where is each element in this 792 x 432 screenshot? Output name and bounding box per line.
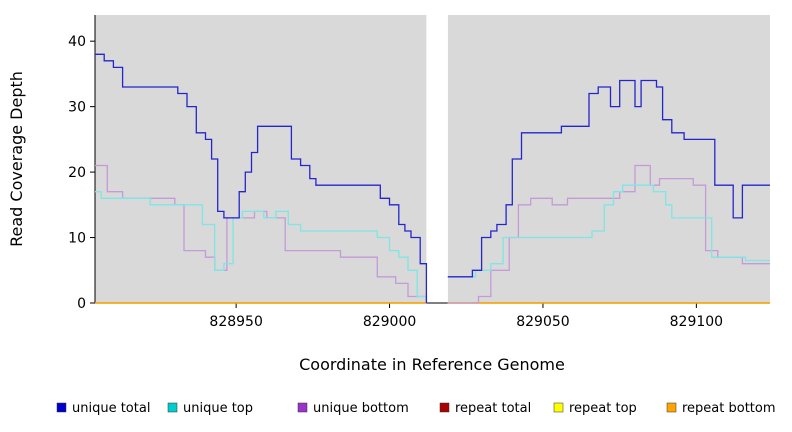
coverage-gap-band [426,15,448,303]
legend-item-repeat-top: repeat top [553,401,637,416]
x-tick-label: 828950 [209,314,262,330]
legend-label-unique-total: unique total [72,401,150,416]
x-tick-label: 829000 [363,314,416,330]
y-tick-label: 10 [68,231,86,247]
x-tick-label: 829050 [516,314,569,330]
y-tick-label: 20 [68,165,86,181]
legend-swatch-repeat-total [439,402,450,413]
legend: unique total unique top unique bottom repea… [56,401,776,416]
y-tick-label: 40 [68,34,86,50]
legend-swatch-unique-top [167,402,178,413]
legend-item-unique-total: unique total [56,401,150,416]
series-line-unique-total [447,79,770,278]
series-line-unique-top [447,184,770,278]
legend-item-repeat-total: repeat total [439,401,531,416]
y-tick-label: 30 [68,100,86,116]
y-tick-label: 0 [77,296,86,312]
legend-label-repeat-total: repeat total [455,401,531,416]
series-line-unique-top [95,191,428,303]
legend-label-unique-bottom: unique bottom [313,401,409,416]
series-line-unique-total [95,53,428,303]
legend-swatch-unique-bottom [297,402,308,413]
legend-label-repeat-bottom: repeat bottom [682,401,776,416]
plot-layer: 0 10 20 30 40 828950 829000 829050 829100 [68,15,770,330]
y-axis-title: Read Coverage Depth [7,71,26,247]
x-tick-label: 829100 [670,314,723,330]
series-line-unique-bottom [95,164,428,303]
legend-swatch-repeat-bottom [666,402,677,413]
legend-label-repeat-top: repeat top [569,401,637,416]
legend-label-unique-top: unique top [183,401,253,416]
series-line-unique-bottom [447,164,770,304]
legend-item-repeat-bottom: repeat bottom [666,401,776,416]
legend-item-unique-top: unique top [167,401,253,416]
legend-item-unique-bottom: unique bottom [297,401,409,416]
x-axis-title: Coordinate in Reference Genome [299,355,565,374]
legend-swatch-repeat-top [553,402,564,413]
legend-swatch-unique-total [56,402,67,413]
